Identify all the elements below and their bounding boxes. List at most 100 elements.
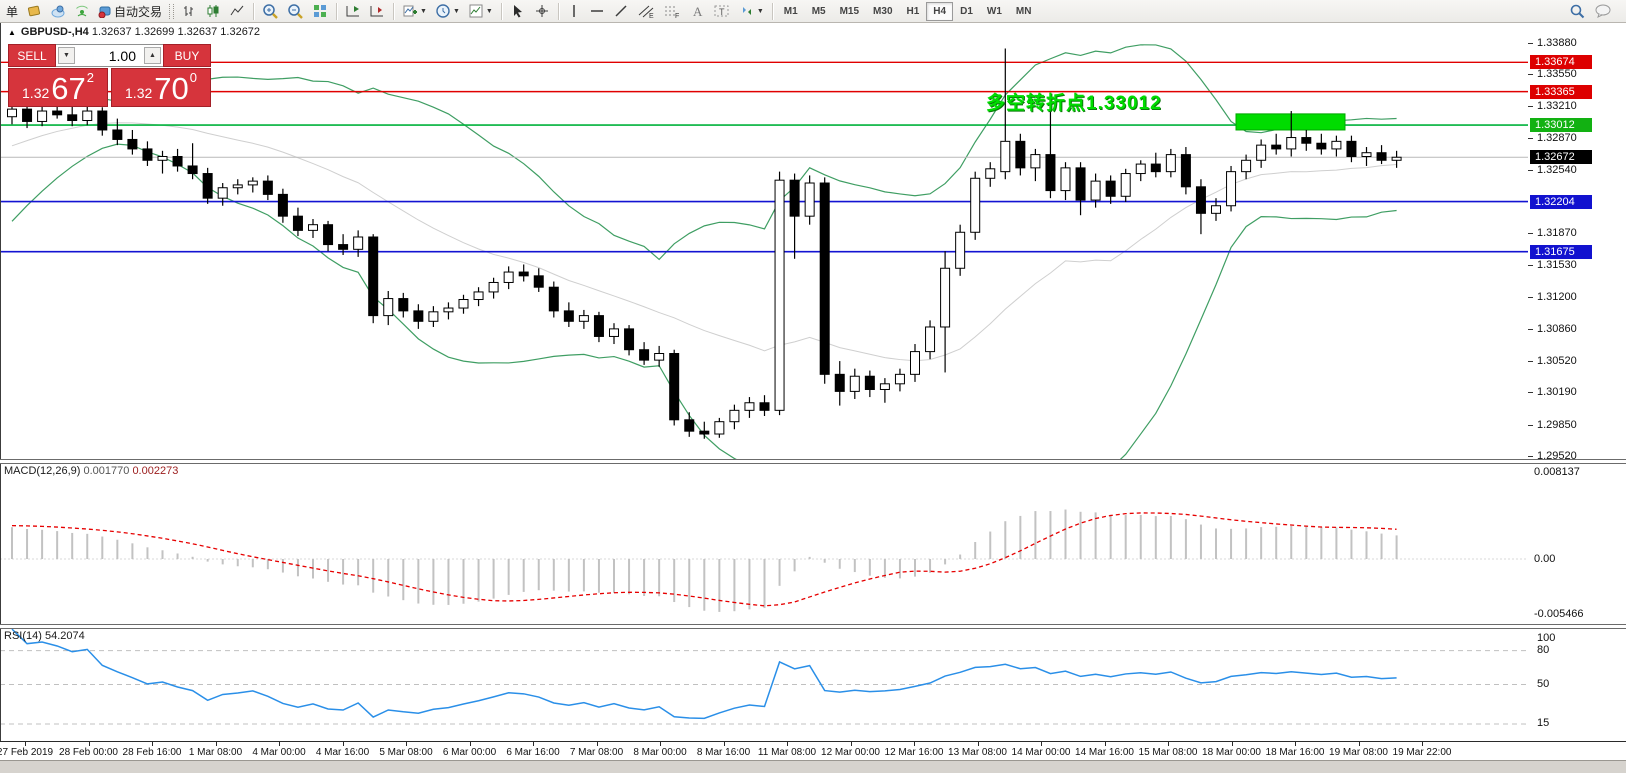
collapse-chart-icon[interactable]: ▲ bbox=[8, 28, 16, 37]
time-axis[interactable]: 27 Feb 2019 28 Feb 00:00 28 Feb 16:00 1 Mar… bbox=[0, 741, 1626, 761]
pane-divider[interactable] bbox=[0, 459, 1626, 464]
time-tick bbox=[596, 742, 598, 746]
time-label: 12 Mar 16:00 bbox=[884, 747, 944, 758]
timeframe-button-w1[interactable]: W1 bbox=[986, 5, 1002, 17]
fibonacci-button[interactable]: F bbox=[660, 1, 684, 21]
pane-divider[interactable] bbox=[0, 624, 1626, 629]
crosshair-button[interactable] bbox=[531, 1, 553, 21]
time-tick bbox=[1104, 742, 1106, 746]
new-order-button[interactable]: 单 bbox=[1, 1, 21, 21]
price-badge: 1.33012 bbox=[1530, 118, 1592, 133]
arrows-button[interactable]: ▼ bbox=[736, 1, 767, 21]
add-indicator-button[interactable]: ▼ bbox=[399, 1, 430, 21]
add-indicator-icon bbox=[403, 5, 418, 17]
market-watch-button[interactable] bbox=[47, 1, 69, 21]
timeframe-button-h4[interactable]: H4 bbox=[926, 1, 954, 21]
tile-windows-button[interactable] bbox=[309, 1, 331, 21]
template-icon bbox=[469, 4, 483, 18]
volume-decrease-button[interactable]: ▼ bbox=[58, 47, 75, 64]
rsi-level-label: 50 bbox=[1537, 677, 1550, 690]
svg-text:T: T bbox=[719, 7, 725, 17]
trend-annotation-text: 多空转折点1.33012 bbox=[986, 93, 1162, 114]
vertical-line-button[interactable] bbox=[564, 1, 584, 21]
timeframe-button-m30[interactable]: M30 bbox=[873, 5, 893, 17]
toolbar-separator bbox=[500, 2, 502, 20]
time-tick bbox=[406, 742, 407, 746]
time-tick bbox=[342, 742, 344, 746]
text-label-button[interactable]: T bbox=[710, 1, 734, 21]
cursor-button[interactable] bbox=[507, 1, 529, 21]
toolbar-separator bbox=[336, 2, 338, 20]
timeframe-button-d1[interactable]: D1 bbox=[960, 5, 973, 17]
chevron-down-icon: ▼ bbox=[452, 7, 460, 15]
horizontal-line-button[interactable] bbox=[586, 1, 608, 21]
sell-price-sup: 2 bbox=[86, 70, 94, 85]
tile-windows-icon bbox=[314, 5, 327, 17]
toolbar-handle bbox=[169, 3, 175, 19]
main-price-pane[interactable] bbox=[0, 22, 1528, 459]
price-badge: 1.32204 bbox=[1530, 194, 1592, 209]
time-tick bbox=[1295, 742, 1296, 746]
line-chart-button[interactable] bbox=[226, 1, 248, 21]
search-button[interactable] bbox=[1566, 1, 1589, 21]
sell-price-button[interactable]: 1.32 67 2 bbox=[8, 68, 108, 107]
clock-icon bbox=[436, 4, 450, 18]
time-tick bbox=[723, 742, 725, 746]
volume-input[interactable]: 1.00 bbox=[108, 47, 136, 64]
autoscroll-button[interactable] bbox=[342, 1, 364, 21]
price-tick bbox=[1528, 233, 1533, 235]
chat-button[interactable] bbox=[1591, 1, 1615, 21]
rsi-level-label: 80 bbox=[1537, 643, 1550, 656]
svg-text:F: F bbox=[675, 13, 679, 19]
buy-button[interactable]: BUY bbox=[163, 44, 211, 67]
price-tick bbox=[1528, 328, 1533, 330]
one-click-trading-panel: SELL ▼ 1.00 ▲ BUY 1.32 67 2 1.32 70 0 bbox=[8, 44, 211, 107]
price-tick-label: 1.30190 bbox=[1537, 386, 1577, 399]
rsi-pane[interactable] bbox=[0, 628, 1528, 741]
crosshair-icon bbox=[535, 5, 548, 17]
volume-increase-button[interactable]: ▲ bbox=[144, 47, 161, 64]
templates-button[interactable]: ▼ bbox=[465, 1, 496, 21]
svg-text:A: A bbox=[693, 4, 703, 19]
time-label: 28 Feb 00:00 bbox=[59, 747, 118, 758]
time-label: 14 Mar 00:00 bbox=[1011, 747, 1071, 758]
zoom-out-button[interactable] bbox=[284, 1, 307, 21]
zoom-in-button[interactable] bbox=[259, 1, 282, 21]
timeframe-button-m1[interactable]: M1 bbox=[783, 5, 798, 17]
chart-shift-button[interactable] bbox=[366, 1, 388, 21]
trendline-button[interactable] bbox=[610, 1, 632, 21]
price-tick bbox=[1528, 74, 1533, 76]
price-tick-label: 1.31200 bbox=[1537, 290, 1577, 303]
time-label: 8 Mar 16:00 bbox=[696, 747, 751, 758]
time-tick bbox=[660, 742, 661, 746]
bar-chart-button[interactable] bbox=[178, 1, 200, 21]
time-tick bbox=[215, 742, 217, 746]
autotrading-button[interactable]: 自动交易 bbox=[95, 1, 165, 21]
gold-cube-icon[interactable] bbox=[23, 1, 45, 21]
sell-button[interactable]: SELL bbox=[8, 44, 56, 67]
volume-stepper: ▼ 1.00 ▲ bbox=[56, 44, 163, 67]
candlestick-button[interactable] bbox=[202, 1, 224, 21]
toolbar-right-group bbox=[1565, 1, 1616, 21]
timeframe-button-mn[interactable]: MN bbox=[1015, 5, 1032, 17]
text-button[interactable]: A bbox=[686, 1, 708, 21]
price-badge: 1.33674 bbox=[1530, 55, 1592, 70]
timeframe-button-m5[interactable]: M5 bbox=[811, 5, 826, 17]
highlight-box[interactable] bbox=[1235, 113, 1346, 131]
buy-price-small: 1.32 bbox=[125, 85, 153, 101]
price-tick-label: 1.33550 bbox=[1537, 68, 1577, 81]
signal-icon bbox=[76, 5, 88, 17]
price-tick bbox=[1528, 169, 1533, 171]
timeframe-button-h1[interactable]: H1 bbox=[906, 5, 920, 17]
toolbar-separator bbox=[253, 2, 255, 20]
macd-pane[interactable] bbox=[0, 463, 1528, 624]
equidistant-channel-button[interactable]: E bbox=[634, 1, 658, 21]
buy-price-button[interactable]: 1.32 70 0 bbox=[111, 68, 211, 107]
price-tick-label: 1.33210 bbox=[1537, 100, 1577, 113]
price-badge: 1.33365 bbox=[1530, 84, 1592, 99]
signals-button[interactable] bbox=[71, 1, 93, 21]
autotrading-icon bbox=[98, 6, 111, 18]
price-badge: 1.31675 bbox=[1530, 244, 1592, 259]
timeframe-button-m15[interactable]: M15 bbox=[839, 5, 860, 17]
periods-button[interactable]: ▼ bbox=[432, 1, 463, 21]
